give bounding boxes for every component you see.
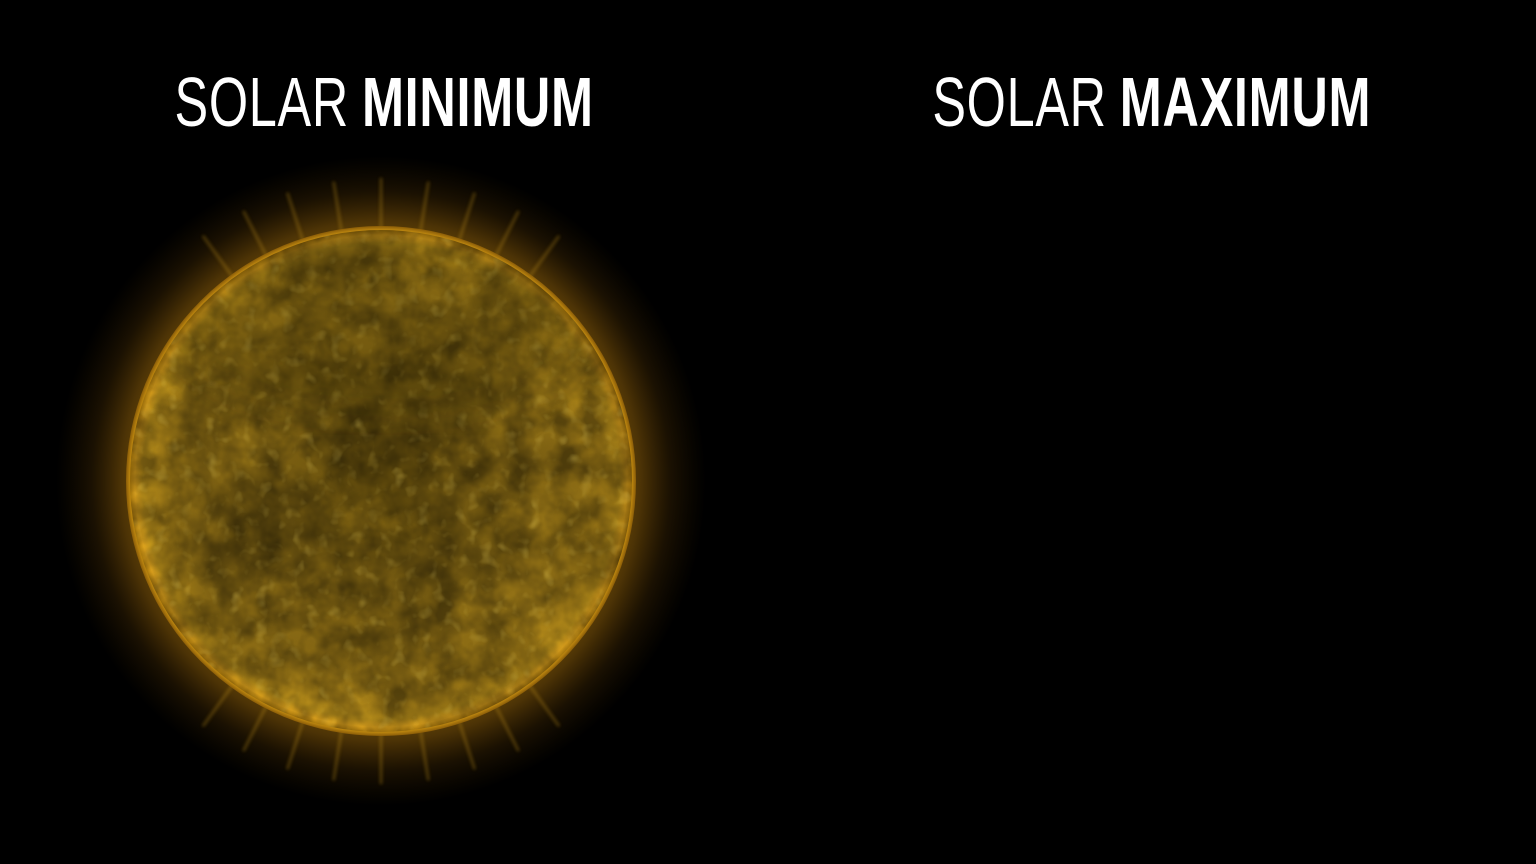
solar-maximum-panel: SOLAR MAXIMUM	[768, 0, 1536, 864]
solar-minimum-panel: SOLAR MINIMUM	[0, 64, 768, 806]
solar-minimum-title-regular: SOLAR	[174, 63, 349, 141]
solar-minimum-title: SOLAR MINIMUM	[0, 64, 768, 141]
solar-maximum-title-regular: SOLAR	[932, 63, 1108, 141]
solar-maximum-title: SOLAR MAXIMUM	[768, 64, 1536, 141]
solar-maximum-title-bold: MAXIMUM	[1120, 63, 1372, 141]
solar-minimum-surface-texture	[130, 230, 632, 732]
solar-minimum-title-bold: MINIMUM	[361, 63, 594, 141]
solar-minimum-sun-image	[56, 156, 706, 806]
